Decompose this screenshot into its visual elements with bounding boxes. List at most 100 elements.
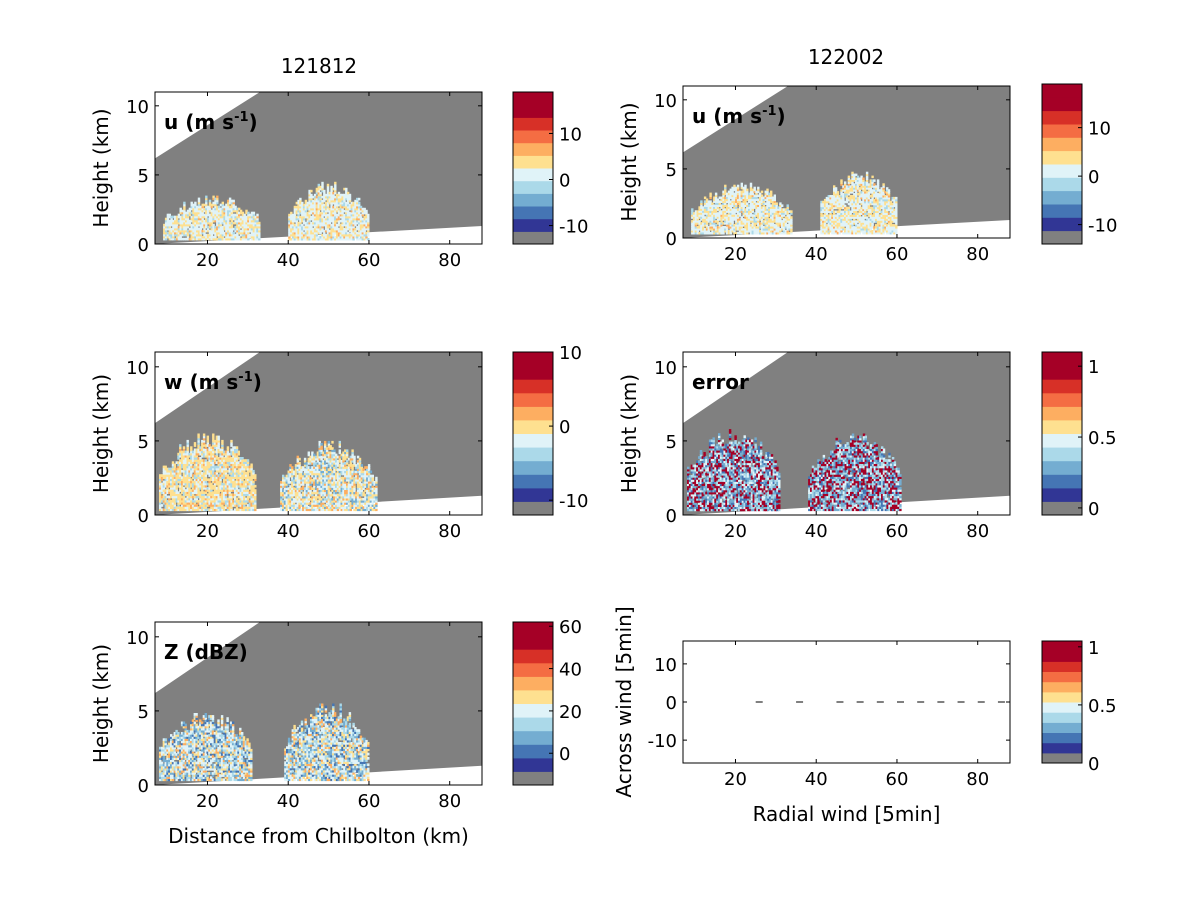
colorbar-level xyxy=(1042,732,1082,744)
x-tick-label: 20 xyxy=(196,521,219,542)
colorbar-level xyxy=(513,689,553,704)
column-title-left: 121812 xyxy=(281,54,357,78)
colorbar-tick-label: 0 xyxy=(1088,754,1099,775)
echo-region-1 xyxy=(163,195,261,241)
colorbar-level xyxy=(1042,474,1082,489)
colorbar-tick-label: 0 xyxy=(1088,499,1099,520)
y-tick-label: 0 xyxy=(138,506,149,527)
colorbar-level xyxy=(513,703,553,718)
colorbar-level xyxy=(1042,691,1082,703)
x-tick-label: 60 xyxy=(358,521,381,542)
y-tick-label: 5 xyxy=(138,432,149,453)
y-tick-label: 10 xyxy=(126,97,149,118)
colorbar-frame xyxy=(512,351,554,516)
y-tick-label: 10 xyxy=(654,358,677,379)
colorbar-level xyxy=(1042,164,1082,178)
y-axis-label: Height (km) xyxy=(89,644,113,763)
colorbar-level xyxy=(1042,230,1082,245)
colorbar-level xyxy=(1042,352,1082,367)
colorbar-level xyxy=(1042,702,1082,713)
x-tick-label: 80 xyxy=(438,521,461,542)
echo-region-1 xyxy=(687,429,781,512)
colorbar-level xyxy=(1042,379,1082,394)
echo-region-2 xyxy=(820,171,898,235)
x-tick-label: 40 xyxy=(805,521,828,542)
echo-region-2 xyxy=(284,703,370,782)
colorbar-frame xyxy=(1041,640,1083,764)
panel-1: 20 40 60 80 0 5 10 Height (km) u (m s-1) -10 0 10 xyxy=(89,91,588,271)
colorbar-level xyxy=(1042,97,1082,112)
x-tick-label: 20 xyxy=(196,791,219,812)
colorbar-level xyxy=(513,771,553,786)
x-tick-label: 20 xyxy=(724,769,747,790)
colorbar-tick-label: 10 xyxy=(559,343,582,364)
y-tick-label: 5 xyxy=(666,160,677,181)
y-tick-label: -10 xyxy=(648,731,677,752)
column-title-right: 122002 xyxy=(808,45,884,69)
colorbar-level xyxy=(513,447,553,462)
colorbar-level xyxy=(1042,150,1082,165)
colorbar-level xyxy=(513,433,553,448)
x-tick-label: 40 xyxy=(277,250,300,271)
colorbar-tick-label: 0.5 xyxy=(1088,428,1117,449)
colorbar-tick-label: 0 xyxy=(559,744,570,765)
panel-label: u (m s-1) xyxy=(692,104,786,128)
colorbar-tick-label: 40 xyxy=(559,660,582,681)
x-tick-label: 20 xyxy=(196,250,219,271)
colorbar: 00.51 xyxy=(1041,351,1117,520)
x-tick-label: 60 xyxy=(886,769,909,790)
colorbar: 00.51 xyxy=(1041,638,1117,775)
colorbar-level xyxy=(513,193,553,207)
y-axis-label: Height (km) xyxy=(89,374,113,493)
y-tick-label: 5 xyxy=(666,432,677,453)
panel-label: error xyxy=(692,370,749,394)
colorbar-level xyxy=(513,142,553,156)
axes-box xyxy=(154,91,483,245)
panel-label: w (m s-1) xyxy=(164,370,262,394)
y-tick-label: 10 xyxy=(126,628,149,649)
colorbar-level xyxy=(1042,365,1082,380)
x-tick-label: 60 xyxy=(358,791,381,812)
colorbar-level xyxy=(1042,460,1082,475)
colorbar-tick-label: 1 xyxy=(1088,638,1099,659)
colorbar-level xyxy=(513,460,553,475)
colorbar: -10 0 10 xyxy=(512,91,588,245)
echo-region-1 xyxy=(159,713,253,782)
y-tick-label: 0 xyxy=(666,693,677,714)
panel-label: u (m s-1) xyxy=(164,110,258,134)
colorbar-tick-label: -10 xyxy=(559,217,588,238)
colorbar-level xyxy=(1042,671,1082,683)
colorbar-level xyxy=(513,130,553,144)
colorbar-level xyxy=(513,501,553,516)
x-tick-label: 60 xyxy=(886,521,909,542)
colorbar-level xyxy=(1042,217,1082,232)
echo-region-2 xyxy=(808,433,902,512)
axes-box xyxy=(682,85,1011,239)
colorbar-level xyxy=(1042,392,1082,407)
x-tick-label: 80 xyxy=(438,791,461,812)
x-tick-label: 60 xyxy=(358,250,381,271)
colorbar-level xyxy=(1042,661,1082,672)
x-tick-label: 80 xyxy=(438,250,461,271)
panel-label: Z (dBZ) xyxy=(164,640,248,664)
colorbar-level xyxy=(1042,641,1082,652)
colorbar-level xyxy=(1042,190,1082,205)
colorbar-level xyxy=(1042,419,1082,434)
colorbar-level xyxy=(513,757,553,772)
colorbar-level xyxy=(1042,110,1082,125)
colorbar-level xyxy=(513,622,553,637)
panel-3: 20 40 60 80 0 5 10 Height (km) w (m s-1) -10 0 10 xyxy=(89,343,588,542)
colorbar-level xyxy=(513,474,553,489)
colorbar-level xyxy=(1042,137,1082,152)
y-axis-label: Height (km) xyxy=(617,102,641,221)
colorbar-level xyxy=(1042,752,1082,764)
colorbar-tick-label: 0 xyxy=(1088,167,1099,188)
colorbar-level xyxy=(513,218,553,232)
colorbar-level xyxy=(513,365,553,380)
y-tick-label: 5 xyxy=(138,702,149,723)
colorbar-level xyxy=(1042,742,1082,754)
